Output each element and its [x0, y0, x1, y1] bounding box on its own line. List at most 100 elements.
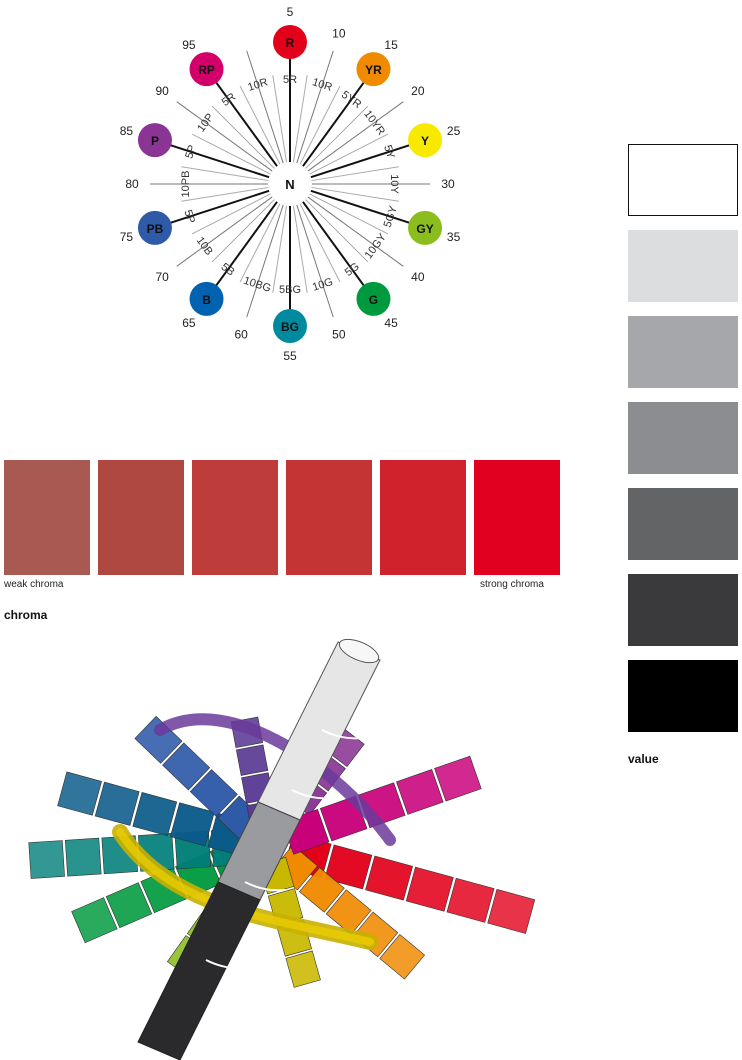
hue-spoke: [309, 133, 389, 175]
hue-disc-code: BG: [281, 320, 299, 334]
neutral-center: N: [270, 164, 310, 204]
hue-disc-circle: [408, 210, 443, 245]
hue-spoke: [302, 74, 371, 167]
hue-spoke: [311, 166, 399, 182]
hue-spoke: [307, 101, 404, 172]
color-solid-chip: [379, 933, 425, 980]
hue-disc-circle: [137, 123, 172, 158]
hue-spoke-label: 10P: [195, 111, 216, 134]
value-swatch: [628, 660, 738, 732]
hue-number-label: 20: [411, 84, 425, 98]
hue-spoke-label: 10B: [194, 235, 215, 258]
hue-disc-b: B 65: [182, 281, 224, 330]
color-solid-chip: [235, 744, 269, 776]
hue-spoke: [181, 186, 269, 202]
hue-disc-number: 65: [182, 316, 196, 330]
value-swatch: [628, 144, 738, 216]
hue-disc-g: G 45: [356, 281, 398, 330]
hue-spoke: [209, 201, 278, 294]
hue-spoke-label: 10R: [246, 76, 269, 94]
hue-spoke-label: 5BG: [279, 284, 301, 296]
hue-spoke-label: 10YR: [361, 108, 387, 137]
hue-spoke: [161, 189, 270, 227]
hue-spoke-label: 5GY: [382, 204, 400, 229]
color-solid-chip: [396, 769, 444, 815]
value-swatch: [628, 488, 738, 560]
hue-spoke: [211, 105, 275, 169]
munsell-color-solid: [28, 638, 536, 1060]
hue-disc-code: P: [151, 134, 159, 148]
color-solid-chip: [57, 771, 102, 816]
hue-disc-r: R5: [273, 5, 307, 59]
hue-spoke-label: 10G: [311, 276, 334, 294]
hue-spoke-label: 10GY: [363, 231, 390, 261]
hue-spoke: [292, 75, 308, 163]
hue-number-label: 60: [234, 327, 248, 341]
hue-disc-number: 85: [120, 124, 134, 138]
hue-spoke: [272, 205, 288, 293]
hue-spoke: [296, 50, 334, 164]
hue-spoke: [305, 199, 369, 263]
hue-number-label: 40: [411, 270, 425, 284]
value-section-label: value: [628, 752, 659, 766]
hue-disc-number: 45: [384, 316, 398, 330]
hue-spoke: [292, 205, 308, 293]
color-solid-chip: [434, 755, 482, 802]
hue-disc-code: GY: [416, 222, 433, 236]
hue-number-label: 10: [332, 27, 346, 41]
hue-disc-circle: [356, 281, 391, 316]
hue-spoke-label: 10R: [311, 76, 334, 94]
hue-disc-circle: [189, 281, 224, 316]
hue-disc-code: YR: [365, 63, 382, 77]
hue-spoke-label: 5YR: [339, 89, 363, 111]
hue-number-label: 90: [155, 84, 169, 98]
hue-spoke-label: 10PB: [180, 171, 192, 198]
hue-spoke: [246, 50, 284, 164]
hue-number-label: 80: [125, 177, 139, 191]
chroma-scale: [4, 460, 560, 575]
hue-disc-number: 35: [447, 230, 461, 244]
hue-disc-y: Y 25: [408, 123, 461, 158]
hue-spoke-label: 5P: [181, 208, 197, 225]
hue-disc-circle: [137, 210, 172, 245]
hue-spoke: [181, 166, 269, 182]
chroma-swatch: [98, 460, 184, 575]
hue-disc-number: 55: [283, 349, 297, 363]
hue-disc-number: 5: [287, 5, 294, 19]
hue-spoke: [239, 203, 281, 283]
hue-wheel-numbers: 10 20 30 40 50 60 70 80 90: [125, 27, 455, 342]
hue-spoke-label: 5G: [343, 261, 362, 279]
neutral-value-axis: [137, 638, 381, 1060]
neutral-center-label: N: [285, 177, 294, 192]
value-swatch: [628, 316, 738, 388]
color-solid-chip: [189, 769, 238, 817]
value-swatch: [628, 574, 738, 646]
hue-spoke: [299, 203, 341, 283]
hue-spoke: [191, 133, 271, 175]
hue-spoke: [311, 186, 399, 202]
hue-disc-code: PB: [147, 222, 164, 236]
hue-spoke-label: 10BG: [242, 275, 272, 295]
color-solid-chip: [132, 792, 178, 837]
chroma-swatch: [286, 460, 372, 575]
chroma-section-label: chroma: [4, 608, 48, 622]
hue-spoke: [191, 193, 271, 235]
hue-spoke-label: 5R: [283, 74, 297, 86]
strong-chroma-caption: strong chroma: [480, 579, 544, 590]
hue-spoke-label: 5Y: [381, 144, 397, 161]
color-solid-chip: [299, 867, 345, 913]
color-solid-chip: [285, 950, 321, 988]
color-solid-chip: [405, 866, 454, 912]
hue-disc-number: 95: [182, 38, 196, 52]
value-swatch: [628, 402, 738, 474]
hue-number-label: 30: [441, 177, 455, 191]
hue-spoke: [310, 141, 419, 179]
chroma-swatch: [4, 460, 90, 575]
hue-spoke: [239, 85, 281, 165]
hue-spoke: [299, 85, 341, 165]
hue-disc-number: 15: [384, 38, 398, 52]
